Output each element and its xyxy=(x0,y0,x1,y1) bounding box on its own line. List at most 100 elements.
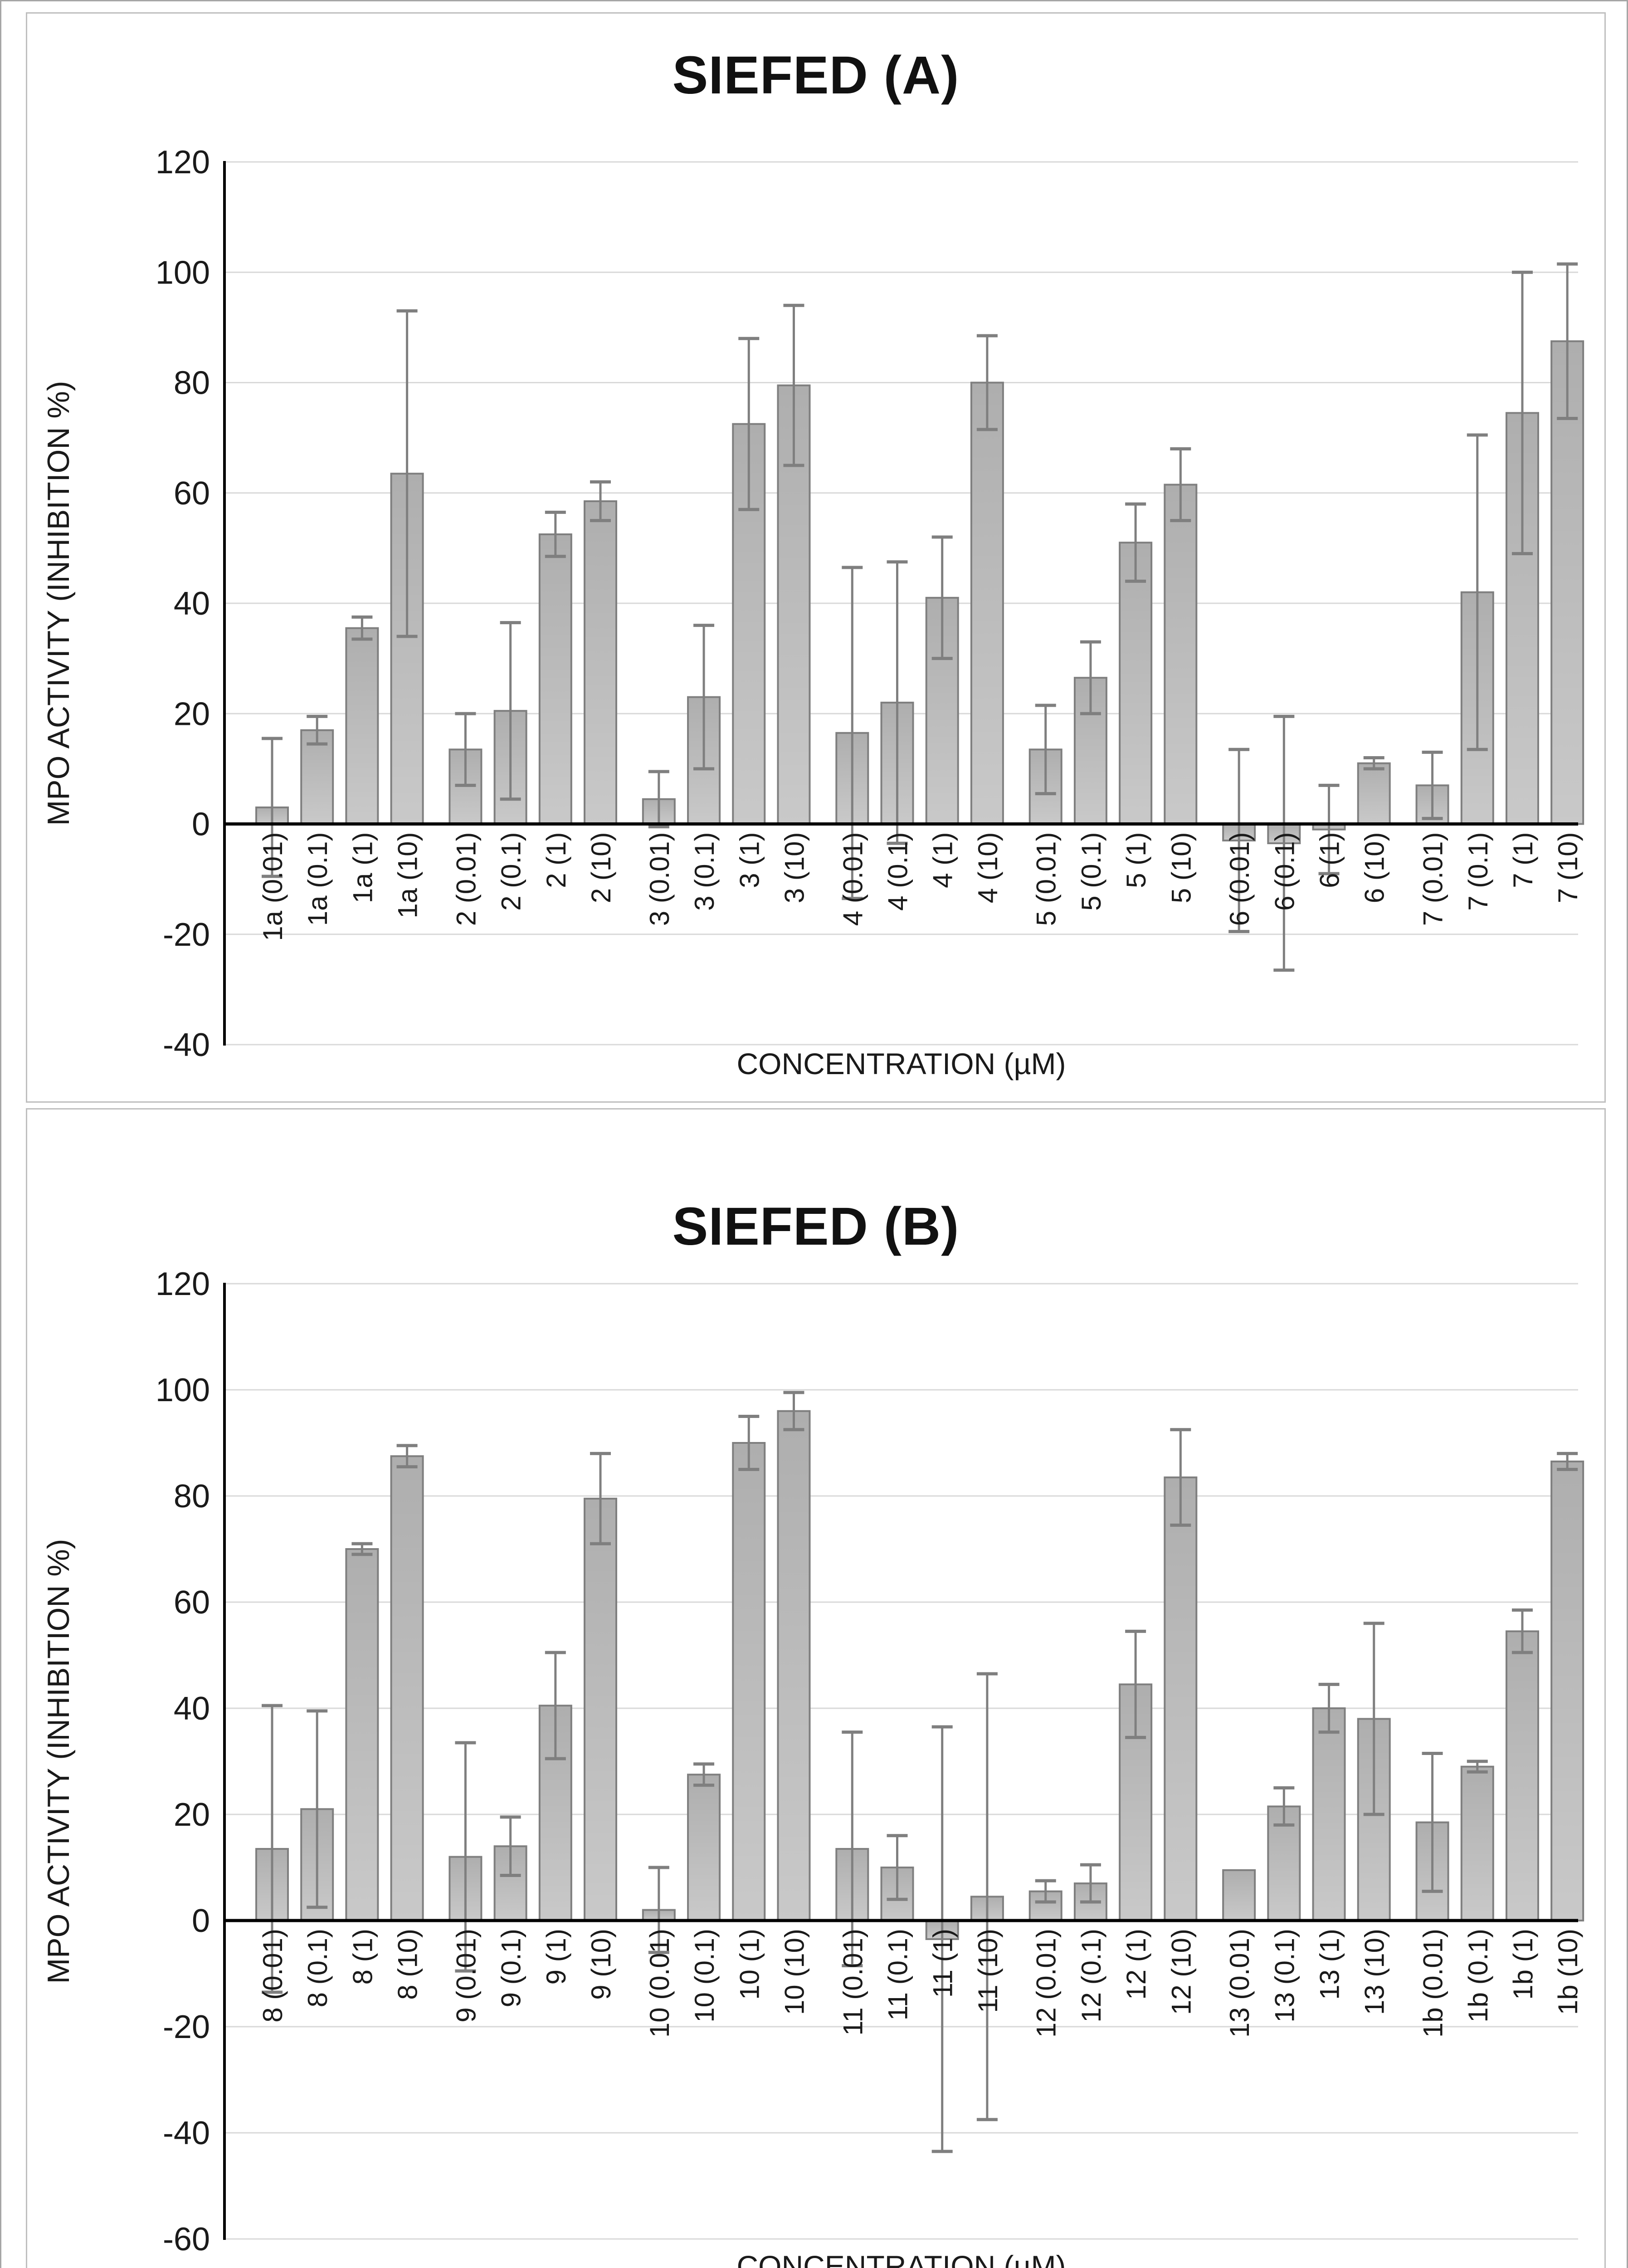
x-tick-label: 1b (0.1) xyxy=(1463,1929,1493,2023)
x-tick-label: 2 (0.01) xyxy=(451,832,481,926)
y-tick-label: 0 xyxy=(192,1903,210,1939)
x-tick-label: 3 (0.01) xyxy=(644,832,675,926)
bar-12 (10) xyxy=(1164,1476,1198,1921)
y-tick-label: 20 xyxy=(174,1797,210,1833)
bar-chart-siefed-a: 120 100 80 60 40 20 0 -20 -40 1a (0.01) 1a (0.1) 1a… xyxy=(41,144,1584,1080)
bar-9 (10) xyxy=(584,1497,618,1921)
y-axis-title: MPO ACTIVITY (INHIBITION %) xyxy=(41,381,76,826)
x-tick-label: 7 (0.1) xyxy=(1463,832,1493,911)
x-tick-label: 1a (10) xyxy=(393,832,423,919)
bar-5 (1) xyxy=(1119,542,1153,825)
x-tick-label: 4 (10) xyxy=(973,832,1003,904)
x-tick-label: 13 (1) xyxy=(1315,1929,1345,2000)
x-tick-label: 4 (0.1) xyxy=(882,832,913,911)
x-tick-label: 5 (10) xyxy=(1166,832,1196,904)
bar-1b (1) xyxy=(1505,1630,1539,1921)
x-tick-label: 7 (0.01) xyxy=(1418,832,1448,926)
x-tick-label: 6 (0.01) xyxy=(1224,832,1255,926)
x-tick-label: 8 (10) xyxy=(393,1929,423,2000)
chart-panel-siefed-a: SIEFED (A) 120 100 80 60 40 20 0 -20 -40 1a (0.01… xyxy=(26,12,1606,1103)
x-tick-label: 3 (1) xyxy=(734,832,765,888)
x-tick-label: 9 (0.01) xyxy=(451,1929,481,2023)
y-tick-label: -40 xyxy=(163,1027,210,1063)
x-tick-label: 10 (0.1) xyxy=(689,1929,720,2023)
bar-1a (1) xyxy=(345,627,379,825)
x-tick-label: 4 (0.01) xyxy=(838,832,868,926)
bar-1b (10) xyxy=(1550,1460,1584,1921)
bar-chart-siefed-b: 120 100 80 60 40 20 0 -20 -40 -60 8 (0.01) 8 (0.1) 8… xyxy=(41,1266,1584,2268)
bar-4 (10) xyxy=(970,381,1004,825)
x-axis-title: CONCENTRATION (µM) xyxy=(736,2249,1066,2268)
x-tick-label: 6 (10) xyxy=(1360,832,1390,904)
x-tick-label: 8 (0.1) xyxy=(302,1929,333,2007)
x-tick-label: 9 (1) xyxy=(541,1929,571,1984)
x-tick-label: 6 (0.1) xyxy=(1269,832,1300,911)
x-tick-label: 13 (0.1) xyxy=(1269,1929,1300,2023)
bar-2 (10) xyxy=(584,500,618,825)
x-tick-label: 1b (1) xyxy=(1508,1929,1538,2000)
x-tick-label: 7 (10) xyxy=(1553,832,1583,904)
chart-panel-siefed-b: SIEFED (B) 120 100 80 60 40 20 0 -20 -40 -60 8 (0.… xyxy=(26,1108,1606,2268)
y-tick-label: 60 xyxy=(174,475,210,512)
x-tick-label: 11 (0.1) xyxy=(882,1929,913,2020)
x-tick-label: 5 (0.01) xyxy=(1031,832,1062,926)
bar-1b (0.1) xyxy=(1460,1765,1494,1921)
x-tick-label: 8 (0.01) xyxy=(258,1929,288,2023)
y-tick-label: 100 xyxy=(156,254,210,291)
y-tick-label: -60 xyxy=(163,2221,210,2258)
x-tick-label: 2 (0.1) xyxy=(496,832,526,911)
y-axis-title: MPO ACTIVITY (INHIBITION %) xyxy=(41,1539,76,1984)
x-tick-label: 13 (10) xyxy=(1360,1929,1390,2015)
x-tick-label: 12 (1) xyxy=(1121,1929,1151,2000)
x-tick-label: 1a (0.01) xyxy=(258,832,288,941)
chart-title-b: SIEFED (B) xyxy=(672,1197,960,1256)
bar-10 (0.1) xyxy=(687,1774,721,1921)
x-tick-label: 3 (10) xyxy=(779,832,809,904)
x-tick-label: 7 (1) xyxy=(1508,832,1538,888)
x-tick-label: 12 (10) xyxy=(1166,1929,1196,2015)
y-tick-label: 60 xyxy=(174,1584,210,1621)
x-tick-label: 6 (1) xyxy=(1315,832,1345,888)
x-tick-label: 8 (1) xyxy=(347,1929,378,1984)
x-tick-label: 10 (10) xyxy=(779,1929,809,2015)
bar-13 (1) xyxy=(1312,1707,1346,1921)
x-tick-label: 4 (1) xyxy=(928,832,958,888)
x-tick-label: 12 (0.01) xyxy=(1031,1929,1062,2038)
x-tick-label: 13 (0.01) xyxy=(1224,1929,1255,2038)
x-tick-label: 1a (1) xyxy=(347,832,378,904)
y-tick-label: 20 xyxy=(174,696,210,732)
x-tick-label: 1a (0.1) xyxy=(302,832,333,926)
x-tick-label: 1b (0.01) xyxy=(1418,1929,1448,2038)
x-tick-label: 11 (10) xyxy=(973,1929,1003,2013)
x-tick-label: 1b (10) xyxy=(1553,1929,1583,2015)
y-tick-label: 120 xyxy=(156,144,210,181)
y-tick-label: 120 xyxy=(156,1266,210,1302)
bar-10 (1) xyxy=(732,1442,766,1921)
y-tick-label: -20 xyxy=(163,917,210,953)
bar-8 (1) xyxy=(345,1548,379,1921)
y-tick-label: 100 xyxy=(156,1372,210,1408)
x-axis-title: CONCENTRATION (µM) xyxy=(736,1047,1066,1080)
y-tick-label: -20 xyxy=(163,2009,210,2045)
x-tick-label: 9 (10) xyxy=(586,1929,616,2000)
bar-2 (1) xyxy=(538,533,572,825)
y-tick-label: 80 xyxy=(174,365,210,401)
bar-13 (0.01) xyxy=(1222,1869,1256,1921)
x-tick-label: 2 (10) xyxy=(586,832,616,904)
y-tick-label: 40 xyxy=(174,586,210,622)
x-tick-label: 10 (1) xyxy=(734,1929,765,2000)
y-tick-label: 40 xyxy=(174,1691,210,1727)
bar-5 (10) xyxy=(1164,484,1198,825)
x-tick-label: 3 (0.1) xyxy=(689,832,720,911)
x-tick-label: 11 (1) xyxy=(928,1929,958,1998)
bar-6 (10) xyxy=(1357,762,1391,825)
x-tick-label: 11 (0.01) xyxy=(838,1929,868,2036)
y-tick-label: 0 xyxy=(192,807,210,843)
x-tick-label: 2 (1) xyxy=(541,832,571,888)
x-tick-label: 10 (0.01) xyxy=(644,1929,675,2038)
bar-8 (10) xyxy=(390,1455,424,1921)
y-tick-label: 80 xyxy=(174,1478,210,1515)
x-tick-label: 5 (0.1) xyxy=(1076,832,1106,911)
x-tick-label: 5 (1) xyxy=(1121,832,1151,888)
y-tick-label: -40 xyxy=(163,2115,210,2151)
